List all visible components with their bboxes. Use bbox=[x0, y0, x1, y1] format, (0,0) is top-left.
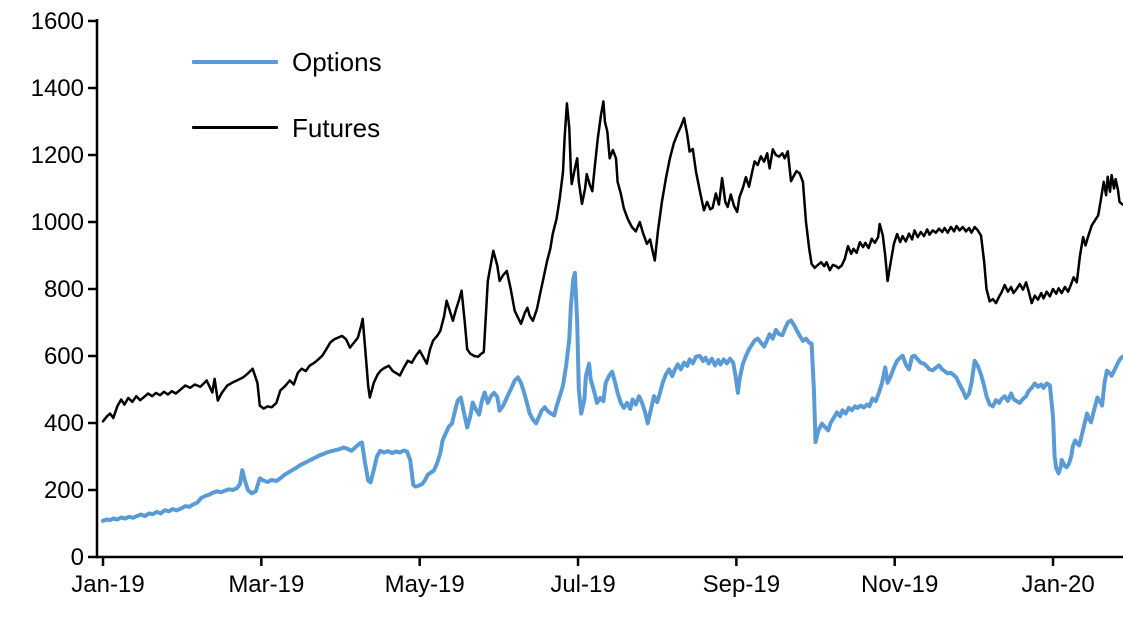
options-line-swatch bbox=[192, 59, 278, 64]
y-tick-label: 1600 bbox=[31, 8, 84, 35]
y-tick-label: 800 bbox=[44, 276, 84, 303]
chart-legend: Options Futures bbox=[192, 45, 382, 177]
series-line-futures bbox=[101, 100, 1123, 423]
y-tick-label: 1000 bbox=[31, 209, 84, 236]
series-line-options bbox=[101, 270, 1123, 523]
legend-item-futures: Futures bbox=[192, 111, 382, 144]
y-tick-label: 1200 bbox=[31, 142, 84, 169]
y-tick-label: 600 bbox=[44, 343, 84, 370]
x-tick-label: Jul-19 bbox=[550, 571, 615, 598]
x-tick-label: Sep-19 bbox=[703, 571, 780, 598]
x-tick-label: May-19 bbox=[385, 571, 465, 598]
legend-label-options: Options bbox=[292, 46, 382, 77]
x-tick-label: Nov-19 bbox=[861, 571, 938, 598]
y-tick-label: 1400 bbox=[31, 75, 84, 102]
y-tick-label: 200 bbox=[44, 477, 84, 504]
legend-label-futures: Futures bbox=[292, 112, 381, 143]
y-tick-label: 0 bbox=[71, 544, 84, 571]
x-tick-label: Mar-19 bbox=[228, 571, 304, 598]
futures-line-swatch bbox=[192, 126, 278, 129]
y-tick-label: 400 bbox=[44, 410, 84, 437]
legend-item-options: Options bbox=[192, 45, 382, 78]
x-tick-label: Jan-20 bbox=[1021, 571, 1094, 598]
x-tick-label: Jan-19 bbox=[71, 571, 144, 598]
